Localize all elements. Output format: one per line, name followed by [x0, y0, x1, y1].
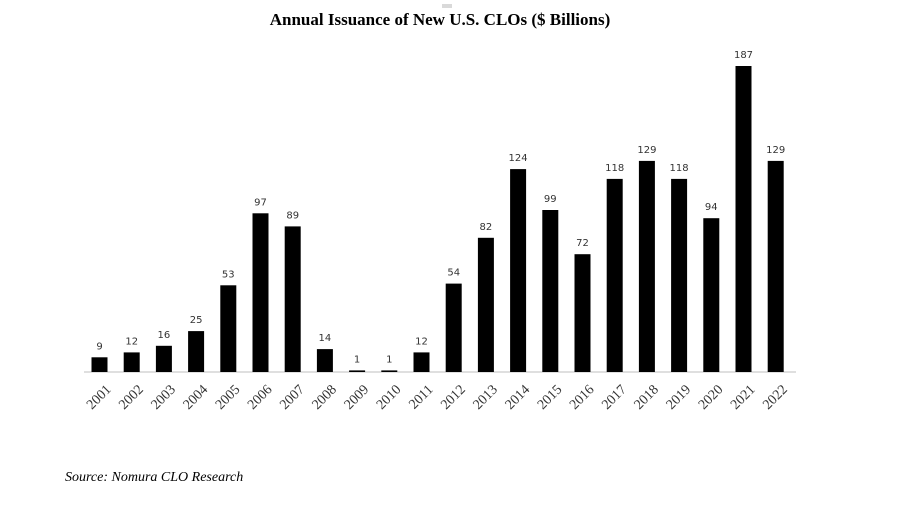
value-label-2010: 1 [386, 354, 392, 365]
bar-2004 [188, 331, 205, 372]
value-label-2012: 54 [447, 268, 460, 279]
bar-2013 [477, 237, 494, 372]
x-tick-2005: 2005 [213, 382, 243, 412]
x-tick-2009: 2009 [342, 382, 372, 412]
source-note: Source: Nomura CLO Research [65, 470, 244, 485]
x-tick-2002: 2002 [116, 382, 146, 412]
bar-2014 [510, 169, 527, 372]
bar-2006 [252, 213, 269, 372]
value-label-2016: 72 [576, 238, 589, 249]
value-label-2013: 82 [480, 222, 493, 233]
value-label-2008: 14 [319, 333, 332, 344]
x-tick-2019: 2019 [664, 382, 694, 412]
value-label-2004: 25 [190, 315, 203, 326]
x-tick-2014: 2014 [503, 382, 533, 412]
x-tick-2011: 2011 [407, 382, 437, 412]
x-tick-2012: 2012 [438, 382, 468, 412]
value-label-2018: 129 [637, 145, 656, 156]
x-tick-labels-group: 2001 2002 2003 2004 2005 2006 2007 2008 2009 2010… [84, 382, 791, 412]
chart-title: Annual Issuance of New U.S. CLOs ($ Bill… [269, 10, 611, 29]
x-tick-2017: 2017 [599, 382, 629, 412]
value-label-2007: 89 [286, 210, 299, 221]
x-tick-2020: 2020 [696, 382, 726, 412]
value-label-2005: 53 [222, 269, 235, 280]
value-label-2015: 99 [544, 194, 557, 205]
value-label-2020: 94 [705, 202, 718, 213]
value-label-2001: 9 [96, 341, 102, 352]
top-marker [442, 4, 452, 8]
bar-2010 [381, 370, 398, 372]
bar-2012 [445, 283, 462, 372]
x-tick-2008: 2008 [310, 382, 340, 412]
value-label-2006: 97 [254, 197, 267, 208]
bar-2018 [638, 160, 655, 372]
value-label-2019: 118 [670, 163, 689, 174]
bar-2015 [542, 210, 559, 372]
bars-group [91, 66, 784, 372]
bar-2022 [767, 160, 784, 372]
value-label-2003: 16 [158, 330, 171, 341]
bar-2017 [606, 178, 623, 372]
bar-2021 [735, 66, 752, 372]
value-label-2014: 124 [509, 153, 528, 164]
bar-2002 [123, 352, 140, 372]
value-label-2009: 1 [354, 354, 360, 365]
x-tick-2015: 2015 [535, 382, 565, 412]
x-tick-2010: 2010 [374, 382, 404, 412]
bar-2020 [703, 218, 720, 372]
bar-2009 [349, 370, 366, 372]
x-tick-2016: 2016 [567, 382, 597, 412]
bar-2003 [155, 345, 172, 372]
x-tick-2018: 2018 [632, 382, 662, 412]
x-tick-2021: 2021 [728, 382, 758, 412]
bar-2007 [284, 226, 301, 372]
bar-2005 [220, 285, 237, 372]
value-label-2011: 12 [415, 336, 428, 347]
value-label-2002: 12 [125, 336, 138, 347]
bar-2011 [413, 352, 430, 372]
x-tick-2013: 2013 [471, 382, 501, 412]
bar-2016 [574, 254, 591, 372]
x-tick-2004: 2004 [181, 382, 211, 412]
x-tick-2022: 2022 [760, 382, 790, 412]
x-tick-2001: 2001 [84, 382, 114, 412]
bar-2001 [91, 357, 108, 372]
value-label-2022: 129 [766, 145, 785, 156]
bar-2008 [316, 349, 333, 372]
x-tick-2003: 2003 [149, 382, 179, 412]
x-tick-2007: 2007 [277, 382, 307, 412]
value-label-2021: 187 [734, 50, 753, 61]
value-label-2017: 118 [605, 163, 624, 174]
x-tick-2006: 2006 [245, 382, 275, 412]
value-labels-group: 9 12 16 25 53 97 89 14 1 1 12 54 82 124 99 72 118 129 118 9… [96, 50, 785, 365]
bar-2019 [671, 178, 688, 372]
